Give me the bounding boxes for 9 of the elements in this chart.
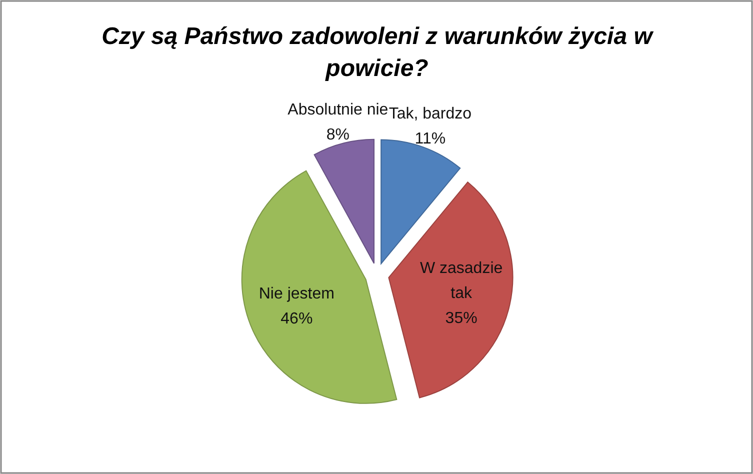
data-label: 35%: [445, 310, 478, 328]
chart-title: Czy są Państwo zadowoleni z warunków życia w powicie?: [102, 23, 654, 82]
slice-label: Tak, bardzo: [388, 106, 472, 123]
slice-label: W zasadzie tak: [420, 260, 503, 302]
slice-label: Nie jestem: [258, 286, 334, 303]
data-label: 8%: [326, 126, 350, 144]
data-label: 46%: [280, 310, 313, 328]
slice-label: Absolutnie nie: [288, 102, 388, 119]
data-label: 11%: [414, 130, 446, 148]
